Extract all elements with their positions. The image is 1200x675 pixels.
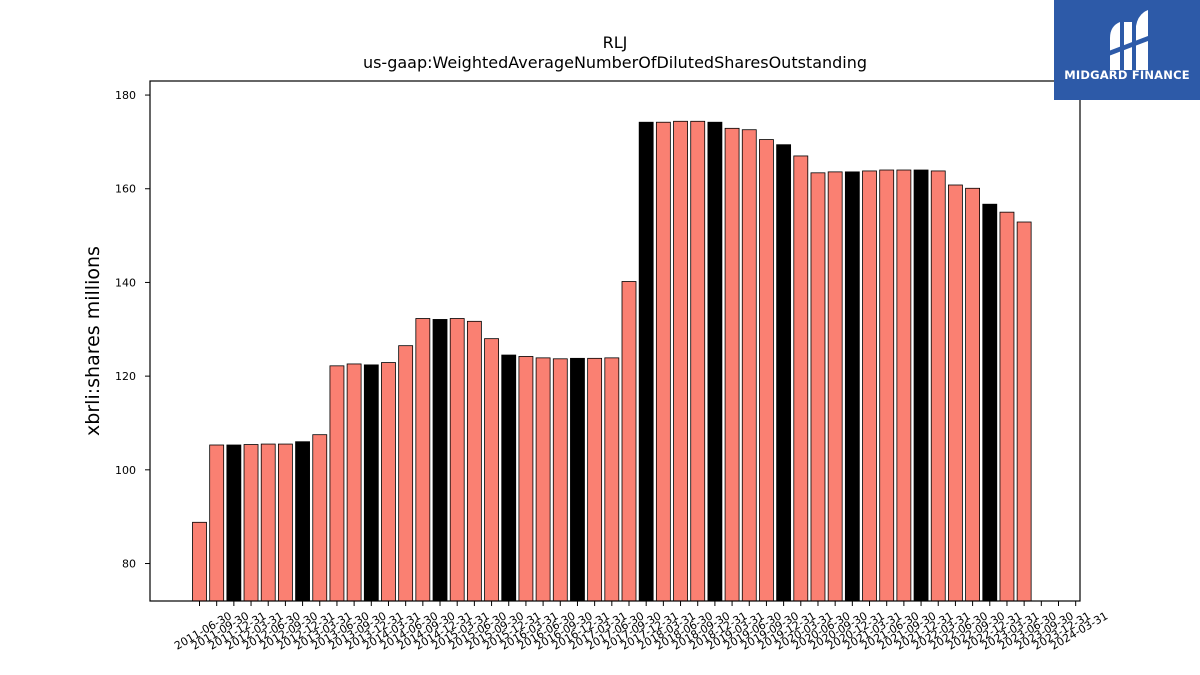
bar [621,281,637,602]
bar [243,444,259,602]
bar [913,169,929,602]
bar [759,139,774,602]
bar [415,318,431,602]
bar [363,364,379,602]
bar [312,434,328,602]
bar [432,319,448,602]
y-tick-label: 180 [115,89,136,102]
bar [466,320,482,602]
bar [260,443,276,602]
bar [209,444,225,602]
bar [999,211,1015,602]
bar [1016,221,1032,602]
bar [655,121,671,602]
bar [484,338,499,602]
bars-group [192,120,1032,602]
bar [776,144,792,602]
bar [501,354,517,602]
bar [793,155,809,602]
bar [673,120,688,602]
bar [862,170,877,602]
midgard-finance-logo: MIDGARD FINANCE [1054,0,1200,100]
bar [518,356,534,602]
bar [810,172,826,602]
bar [930,170,946,602]
y-axis-label: xbrli:shares millions [82,246,104,436]
y-tick-label: 140 [115,276,136,289]
bar [690,120,706,602]
bar [552,358,568,602]
bar [965,187,980,602]
midgard-logo-icon [1106,10,1148,70]
bar [587,357,603,602]
bar [741,129,757,602]
bar [295,441,310,602]
bar [982,203,998,602]
y-tick-label: 160 [115,183,136,196]
bar [604,357,620,602]
bar [948,184,963,602]
bar [192,521,207,602]
bar [346,363,362,602]
chart-subtitle: us-gaap:WeightedAverageNumberOfDilutedSh… [363,53,867,72]
bar [707,121,723,602]
y-tick-label: 100 [115,464,136,477]
bar [827,171,843,602]
y-tick-label: 80 [122,558,136,571]
y-axis-ticks: 80 100 120 140 160 180 [115,89,150,571]
bar [638,121,654,602]
bar [879,169,895,602]
bar [226,444,242,602]
bar [449,318,465,602]
logo-text: MIDGARD FINANCE [1064,68,1190,82]
bar [381,362,396,602]
bar [329,365,345,602]
y-tick-label: 120 [115,370,136,383]
bar [277,443,293,602]
bar [844,171,860,602]
bar [535,357,551,602]
bar [896,169,912,602]
bar [398,345,414,602]
bar [724,127,740,602]
chart-title: RLJ [603,33,628,52]
bar [570,357,585,602]
plot-frame [149,80,1081,602]
x-axis-ticks: 2011-06-302011-09-302011-12-312012-03-31… [172,601,1110,653]
